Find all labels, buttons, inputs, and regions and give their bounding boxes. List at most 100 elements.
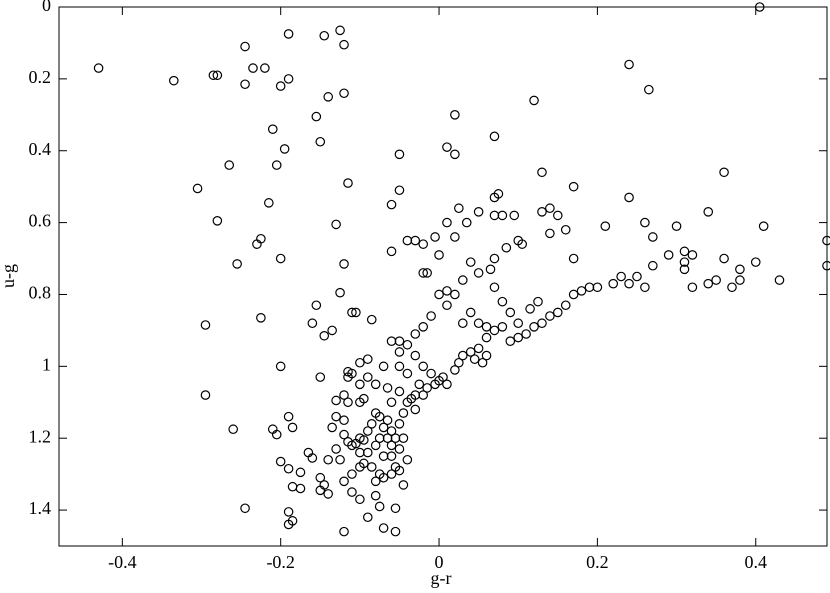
point [533, 296, 543, 307]
point [347, 307, 357, 318]
point [386, 451, 397, 461]
point [402, 339, 413, 350]
point [505, 336, 516, 346]
point [315, 136, 326, 147]
point [366, 419, 377, 429]
point [339, 526, 349, 537]
point [418, 239, 429, 249]
point [402, 368, 413, 379]
point [240, 503, 250, 514]
point [735, 275, 745, 285]
point [398, 433, 409, 443]
y-tick-label: 1.4 [29, 498, 52, 518]
point [525, 304, 535, 314]
point [307, 453, 318, 463]
point [489, 131, 500, 142]
point [648, 260, 658, 271]
point [461, 217, 472, 228]
point [347, 469, 357, 479]
point [473, 318, 484, 329]
point [418, 361, 429, 372]
point [394, 361, 405, 372]
point [374, 411, 385, 422]
point [434, 289, 444, 300]
point [679, 257, 690, 267]
point [343, 372, 353, 382]
point [648, 232, 658, 242]
point [513, 332, 524, 343]
point [426, 311, 436, 321]
point [465, 257, 476, 267]
point [224, 160, 235, 170]
point [339, 429, 349, 440]
point [505, 307, 516, 318]
point [378, 451, 389, 461]
point [339, 88, 349, 99]
point [390, 503, 401, 514]
point [335, 454, 345, 465]
point [640, 282, 650, 293]
point [394, 347, 405, 357]
point [568, 181, 579, 192]
point [311, 111, 322, 122]
point [248, 63, 258, 73]
point [355, 397, 365, 408]
point [600, 221, 611, 231]
point [671, 221, 682, 231]
y-tick-label: 1 [42, 354, 51, 374]
point [307, 318, 318, 329]
point [359, 435, 369, 445]
point [275, 81, 286, 91]
point [212, 216, 223, 226]
point [208, 70, 219, 81]
point [644, 84, 654, 95]
point [576, 286, 587, 296]
point [529, 322, 539, 332]
point [489, 210, 500, 221]
point [608, 278, 619, 289]
point [497, 322, 508, 332]
point [315, 372, 326, 382]
point [275, 361, 286, 372]
point [418, 322, 429, 332]
point [315, 485, 326, 496]
point [568, 253, 579, 264]
point [355, 357, 365, 368]
point [489, 282, 500, 293]
point [283, 411, 294, 422]
point [632, 271, 642, 282]
y-tick-label: 0.8 [29, 283, 52, 303]
point [545, 203, 555, 214]
point [703, 207, 714, 217]
point [457, 350, 468, 361]
point [283, 463, 294, 474]
point [473, 207, 484, 217]
x-axis-label: g-r [431, 568, 452, 588]
point [553, 210, 563, 221]
point [450, 232, 460, 242]
point [283, 507, 294, 517]
point [410, 350, 421, 361]
point [287, 481, 298, 492]
point [450, 365, 460, 375]
point [370, 379, 381, 390]
point [640, 217, 650, 228]
y-tick-label: 0.6 [29, 211, 52, 231]
point [481, 332, 492, 343]
point [287, 422, 298, 433]
point [343, 178, 353, 188]
point [481, 322, 492, 332]
y-axis-label: u-g [0, 264, 18, 288]
point [295, 467, 306, 478]
point [394, 336, 405, 346]
point [271, 160, 282, 170]
point [584, 282, 595, 293]
point [687, 282, 698, 293]
y-tick-label: 1.2 [29, 426, 52, 446]
point [351, 438, 361, 449]
point [568, 289, 579, 300]
point [323, 92, 333, 102]
point [624, 59, 634, 70]
point [394, 419, 405, 429]
point [410, 404, 421, 415]
